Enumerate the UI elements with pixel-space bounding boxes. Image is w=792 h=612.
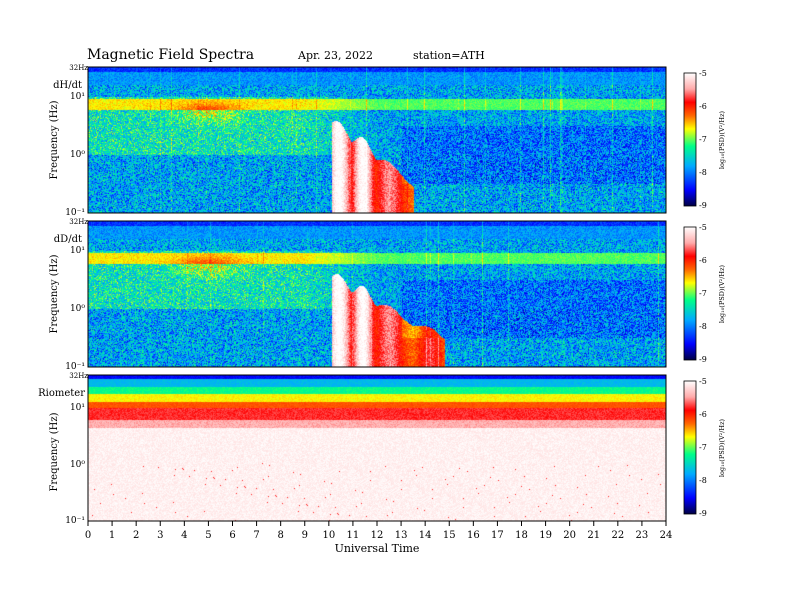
panel-label: dD/dt (54, 234, 82, 245)
colorbar-tick-label: -8 (699, 168, 707, 177)
colorbar-tick-label: -5 (699, 223, 707, 232)
x-tick-label: 3 (157, 530, 163, 541)
y-axis-label: Frequency (Hz) (49, 254, 60, 333)
colorbar-tick-label: -6 (699, 102, 707, 111)
panel-label: Riometer (38, 388, 85, 399)
y-axis-label: Frequency (Hz) (49, 100, 60, 179)
x-tick-label: 11 (347, 530, 360, 541)
colorbar: -5 -6 -7 -8 -9 log₁₀(PSD)(V²/Hz) (683, 377, 726, 518)
colorbar-tick-label: -5 (699, 69, 707, 78)
x-tick-label: 21 (587, 530, 600, 541)
y-axis-label: Frequency (Hz) (49, 412, 60, 491)
colorbar: -5 -6 -7 -8 -9 log₁₀(PSD)(V²/Hz) (683, 223, 726, 364)
x-axis-label: Universal Time (335, 542, 420, 555)
figure-station: station=ATH (413, 49, 485, 62)
y-tick-label: 10¹ (70, 246, 85, 256)
spectrogram-dd-dt (88, 221, 666, 367)
y-tick-label: 10⁻¹ (65, 362, 85, 372)
y-tick-label: 10⁰ (70, 304, 85, 314)
y-tick-label: 10⁻¹ (65, 516, 85, 526)
panel-label: dH/dt (53, 80, 82, 91)
colorbar-tick-label: -5 (699, 377, 707, 386)
colorbar-label: log₁₀(PSD)(V²/Hz) (718, 418, 726, 477)
colorbar-tick-label: -9 (699, 201, 707, 210)
figure-title: Magnetic Field Spectra (87, 47, 254, 63)
x-tick-label: 8 (277, 530, 283, 541)
panel-dd-dt: 32Hz dD/dt 10¹ 10⁰ 10⁻¹ Frequency (Hz) -… (49, 218, 726, 372)
x-tick-label: 20 (563, 530, 576, 541)
y-tick-label: 10¹ (70, 92, 85, 102)
y-top-label: 32Hz (69, 64, 88, 72)
x-tick-label: 7 (253, 530, 259, 541)
figure-date: Apr. 23, 2022 (297, 49, 373, 62)
x-tick-label: 6 (229, 530, 235, 541)
x-tick-label: 22 (611, 530, 624, 541)
colorbar-tick-label: -9 (699, 355, 707, 364)
colorbar-tick-label: -8 (699, 476, 707, 485)
colorbar-label: log₁₀(PSD)(V²/Hz) (718, 110, 726, 169)
y-tick-label: 10⁰ (70, 460, 85, 470)
spectrogram-dh-dt (88, 67, 666, 213)
x-axis: 0 1 2 3 4 5 6 7 8 9 10 11 12 13 14 15 16 17 18 19 20 21 22 23 24 (85, 521, 673, 541)
colorbar: -5 -6 -7 -8 -9 log₁₀(PSD)(V²/Hz) (683, 69, 726, 210)
x-tick-label: 17 (491, 530, 504, 541)
x-tick-label: 16 (467, 530, 480, 541)
colorbar-tick-label: -7 (699, 289, 707, 298)
x-tick-label: 23 (636, 530, 649, 541)
y-top-label: 32Hz (69, 372, 88, 380)
y-tick-label: 10⁻¹ (65, 208, 85, 218)
x-tick-label: 0 (85, 530, 91, 541)
panel-dh-dt: 32Hz dH/dt 10¹ 10⁰ 10⁻¹ Frequency (Hz) -… (49, 64, 726, 218)
x-tick-label: 14 (419, 530, 432, 541)
spectrogram-riometer (88, 375, 666, 521)
x-tick-label: 5 (205, 530, 211, 541)
colorbar-tick-label: -6 (699, 256, 707, 265)
x-tick-label: 9 (302, 530, 308, 541)
x-tick-label: 15 (443, 530, 456, 541)
panel-riometer: 32Hz Riometer 10¹ 10⁰ 10⁻¹ Frequency (Hz… (38, 372, 726, 526)
x-tick-label: 10 (322, 530, 335, 541)
colorbar-tick-label: -6 (699, 410, 707, 419)
x-tick-label: 18 (515, 530, 528, 541)
x-tick-label: 24 (660, 530, 673, 541)
x-tick-label: 2 (133, 530, 139, 541)
colorbar-tick-label: -7 (699, 443, 707, 452)
x-tick-label: 12 (371, 530, 384, 541)
colorbar-label: log₁₀(PSD)(V²/Hz) (718, 264, 726, 323)
x-tick-label: 19 (539, 530, 552, 541)
x-tick-label: 13 (395, 530, 408, 541)
colorbar-tick-label: -9 (699, 509, 707, 518)
y-tick-label: 10¹ (70, 403, 85, 413)
x-tick-label: 4 (181, 530, 187, 541)
y-tick-label: 10⁰ (70, 150, 85, 160)
colorbar-tick-label: -8 (699, 322, 707, 331)
y-top-label: 32Hz (69, 218, 88, 226)
x-tick-label: 1 (109, 530, 115, 541)
colorbar-tick-label: -7 (699, 135, 707, 144)
